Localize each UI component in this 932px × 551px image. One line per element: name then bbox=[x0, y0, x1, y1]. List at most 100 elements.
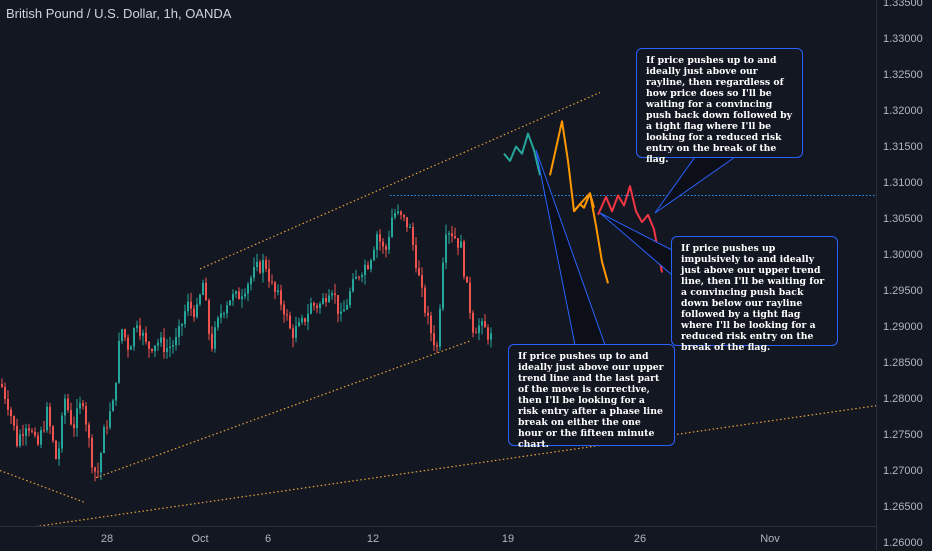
candle-body bbox=[370, 260, 372, 270]
annotation-corrective-note[interactable]: If price pushes up to and ideally just a… bbox=[508, 344, 675, 450]
candle-body bbox=[196, 304, 198, 318]
time-axis-label: 28 bbox=[100, 533, 114, 545]
time-axis[interactable]: 28 Oct 6 12 19 26 Nov bbox=[0, 526, 876, 551]
projection-path-orange-alt[interactable] bbox=[573, 192, 595, 212]
candle-body bbox=[277, 290, 279, 293]
candles-layer bbox=[1, 204, 492, 482]
candle-body bbox=[187, 301, 189, 312]
candle-body bbox=[340, 311, 342, 314]
lower-left-trendline[interactable] bbox=[0, 469, 87, 504]
candle-body bbox=[106, 427, 108, 429]
candle-body bbox=[85, 406, 87, 425]
candle-body bbox=[451, 233, 453, 237]
candle-body bbox=[283, 304, 285, 315]
drawings-layer bbox=[0, 91, 876, 526]
candle-body bbox=[193, 308, 195, 318]
candle-body bbox=[334, 293, 336, 295]
upper-trendline[interactable] bbox=[199, 91, 601, 270]
candle-body bbox=[313, 303, 315, 306]
price-axis-label: 1.27500 bbox=[883, 428, 923, 441]
chart-svg[interactable] bbox=[0, 0, 876, 526]
candle-body bbox=[202, 282, 204, 295]
candle-body bbox=[412, 226, 414, 245]
lower-trendline[interactable] bbox=[95, 340, 471, 479]
projection-path-green[interactable] bbox=[503, 132, 541, 176]
annotation-rayline-note[interactable]: If price pushes up to and ideally just a… bbox=[636, 48, 803, 165]
candle-body bbox=[406, 217, 408, 228]
candle-body bbox=[61, 415, 63, 449]
candle-body bbox=[178, 325, 180, 338]
candle-body bbox=[253, 267, 255, 278]
candle-body bbox=[151, 348, 153, 352]
price-axis-label: 1.33500 bbox=[883, 0, 923, 9]
candle-body bbox=[466, 276, 468, 283]
candle-body bbox=[235, 291, 237, 294]
candle-body bbox=[169, 346, 171, 349]
candle-body bbox=[394, 213, 396, 218]
price-axis-label: 1.28500 bbox=[883, 356, 923, 369]
candle-body bbox=[358, 276, 360, 278]
chart-canvas[interactable]: British Pound / U.S. Dollar, 1h, OANDA I… bbox=[0, 0, 876, 526]
candle-body bbox=[271, 281, 273, 283]
projection-path-red[interactable] bbox=[597, 185, 663, 273]
candle-body bbox=[145, 332, 147, 342]
candle-body bbox=[34, 431, 36, 436]
price-axis-label: 1.27000 bbox=[883, 464, 923, 477]
candle-body bbox=[127, 337, 129, 350]
candle-body bbox=[37, 435, 39, 445]
candle-body bbox=[70, 410, 72, 425]
annotation-impulsive-note[interactable]: If price pushes up impulsively to and id… bbox=[671, 236, 838, 353]
candle-body bbox=[40, 430, 42, 445]
candle-body bbox=[352, 279, 354, 292]
candle-body bbox=[121, 329, 123, 342]
candle-body bbox=[481, 321, 483, 326]
candle-body bbox=[328, 295, 330, 303]
candle-body bbox=[391, 217, 393, 237]
candle-body bbox=[298, 322, 300, 327]
price-axis[interactable]: 1.33500 1.33000 1.32500 1.32000 1.31500 1.310… bbox=[876, 0, 932, 550]
price-axis-label: 1.29500 bbox=[883, 284, 923, 297]
price-axis-label: 1.30500 bbox=[883, 212, 923, 225]
candle-body bbox=[427, 312, 429, 316]
candle-body bbox=[442, 262, 444, 309]
candle-body bbox=[97, 471, 99, 473]
candle-body bbox=[136, 325, 138, 329]
projection-path-orange[interactable] bbox=[549, 120, 609, 284]
long-support-trendline[interactable] bbox=[0, 405, 876, 526]
candle-body bbox=[415, 244, 417, 269]
time-axis-label: 19 bbox=[501, 533, 515, 545]
candle-body bbox=[154, 345, 156, 352]
candle-body bbox=[343, 309, 345, 312]
candle-body bbox=[205, 282, 207, 301]
candle-body bbox=[76, 408, 78, 429]
candle-body bbox=[289, 315, 291, 329]
candle-body bbox=[79, 403, 81, 409]
candle-body bbox=[118, 341, 120, 383]
candle-body bbox=[322, 298, 324, 304]
candle-body bbox=[148, 341, 150, 349]
candle-body bbox=[418, 268, 420, 276]
candle-body bbox=[454, 236, 456, 239]
candle-body bbox=[43, 430, 45, 432]
candle-body bbox=[244, 293, 246, 297]
candle-body bbox=[274, 282, 276, 293]
price-axis-label: 1.26500 bbox=[883, 500, 923, 513]
candle-body bbox=[1, 384, 3, 387]
candle-body bbox=[7, 398, 9, 410]
candle-body bbox=[82, 403, 84, 407]
candle-body bbox=[16, 425, 18, 446]
candle-body bbox=[31, 430, 33, 432]
candle-body bbox=[52, 426, 54, 441]
candle-body bbox=[355, 276, 357, 280]
candle-body bbox=[436, 345, 438, 347]
candle-body bbox=[184, 311, 186, 324]
time-axis-label: Oct bbox=[191, 533, 209, 545]
candle-body bbox=[25, 428, 27, 436]
candle-body bbox=[478, 325, 480, 333]
candle-body bbox=[382, 241, 384, 247]
candle-body bbox=[448, 233, 450, 235]
candle-body bbox=[10, 409, 12, 417]
candle-body bbox=[439, 308, 441, 347]
candle-body bbox=[160, 337, 162, 343]
candle-body bbox=[280, 290, 282, 305]
